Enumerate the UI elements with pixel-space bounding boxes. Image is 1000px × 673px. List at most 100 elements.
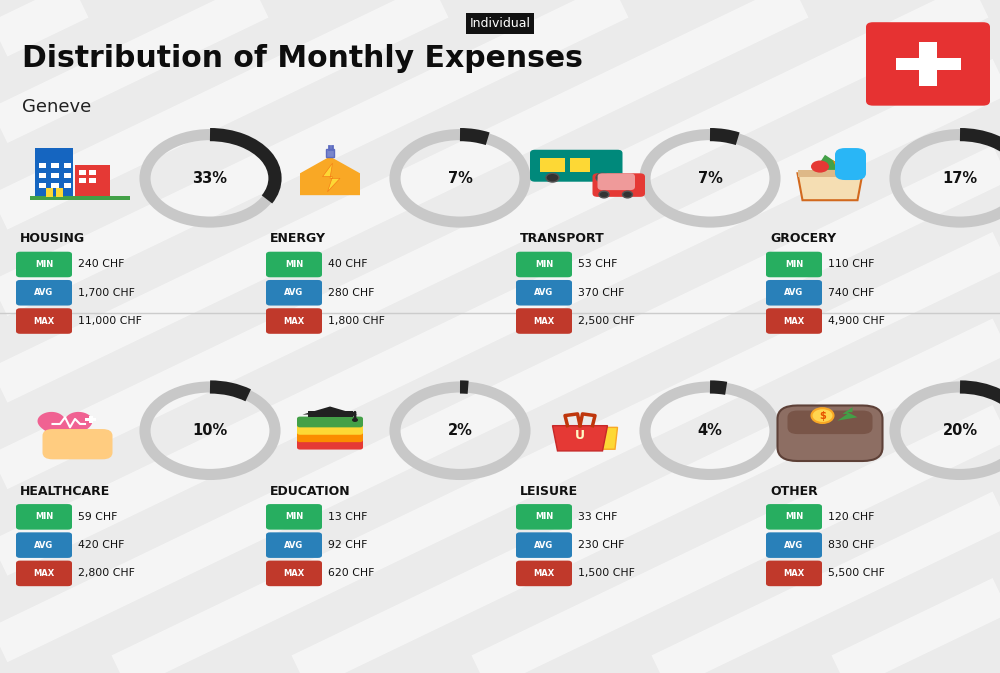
Text: AVG: AVG (534, 540, 554, 550)
Text: 420 CHF: 420 CHF (78, 540, 124, 550)
FancyBboxPatch shape (39, 183, 46, 188)
Text: MAX: MAX (783, 569, 805, 578)
Text: Distribution of Monthly Expenses: Distribution of Monthly Expenses (22, 44, 583, 73)
Text: 4%: 4% (698, 423, 722, 438)
Text: Individual: Individual (470, 17, 530, 30)
Text: AVG: AVG (34, 540, 54, 550)
Text: 4,900 CHF: 4,900 CHF (828, 316, 885, 326)
FancyBboxPatch shape (64, 183, 71, 188)
FancyBboxPatch shape (64, 163, 71, 168)
FancyBboxPatch shape (16, 504, 72, 530)
Text: AVG: AVG (34, 288, 54, 297)
FancyBboxPatch shape (297, 417, 363, 427)
Text: 370 CHF: 370 CHF (578, 288, 624, 297)
Text: AVG: AVG (534, 288, 554, 297)
FancyBboxPatch shape (16, 280, 72, 306)
FancyBboxPatch shape (85, 418, 96, 421)
Circle shape (352, 418, 358, 422)
Text: 120 CHF: 120 CHF (828, 512, 874, 522)
FancyBboxPatch shape (516, 561, 572, 586)
Text: 110 CHF: 110 CHF (828, 260, 874, 269)
Polygon shape (832, 160, 845, 170)
Text: MIN: MIN (785, 512, 803, 522)
FancyBboxPatch shape (266, 252, 322, 277)
FancyBboxPatch shape (788, 411, 872, 434)
FancyBboxPatch shape (778, 405, 883, 461)
FancyBboxPatch shape (266, 532, 322, 558)
FancyBboxPatch shape (64, 173, 71, 178)
Polygon shape (38, 412, 92, 446)
Text: MAX: MAX (283, 316, 305, 326)
Circle shape (812, 408, 834, 423)
FancyBboxPatch shape (39, 163, 46, 168)
FancyBboxPatch shape (798, 170, 862, 177)
Text: MIN: MIN (35, 260, 53, 269)
Polygon shape (837, 407, 857, 421)
Text: 620 CHF: 620 CHF (328, 569, 374, 578)
FancyBboxPatch shape (597, 173, 635, 190)
Text: TRANSPORT: TRANSPORT (520, 232, 605, 245)
Text: 13 CHF: 13 CHF (328, 512, 367, 522)
Text: AVG: AVG (784, 288, 804, 297)
FancyBboxPatch shape (51, 173, 59, 178)
Text: 7%: 7% (448, 171, 472, 186)
FancyBboxPatch shape (266, 504, 322, 530)
Text: OTHER: OTHER (770, 485, 818, 497)
FancyBboxPatch shape (766, 308, 822, 334)
Text: GROCERY: GROCERY (770, 232, 836, 245)
Text: 10%: 10% (192, 423, 228, 438)
Text: MAX: MAX (33, 569, 55, 578)
Text: 17%: 17% (942, 171, 978, 186)
Text: 59 CHF: 59 CHF (78, 512, 117, 522)
FancyBboxPatch shape (919, 42, 937, 86)
FancyBboxPatch shape (266, 280, 322, 306)
Text: 40 CHF: 40 CHF (328, 260, 368, 269)
Text: 53 CHF: 53 CHF (578, 260, 617, 269)
Text: HOUSING: HOUSING (20, 232, 85, 245)
Text: ENERGY: ENERGY (270, 232, 326, 245)
FancyBboxPatch shape (866, 22, 990, 106)
FancyBboxPatch shape (89, 416, 93, 423)
Text: 280 CHF: 280 CHF (328, 288, 374, 297)
Circle shape (546, 174, 559, 182)
Polygon shape (585, 427, 617, 450)
FancyBboxPatch shape (39, 173, 46, 178)
Text: 830 CHF: 830 CHF (828, 540, 874, 550)
Polygon shape (300, 157, 360, 195)
Text: AVG: AVG (284, 288, 304, 297)
FancyBboxPatch shape (530, 150, 622, 182)
FancyBboxPatch shape (516, 308, 572, 334)
Text: 2%: 2% (448, 423, 472, 438)
Polygon shape (798, 174, 862, 201)
Text: 1,500 CHF: 1,500 CHF (578, 569, 635, 578)
FancyBboxPatch shape (766, 504, 822, 530)
Text: 2,500 CHF: 2,500 CHF (578, 316, 635, 326)
Polygon shape (302, 406, 358, 415)
FancyBboxPatch shape (766, 252, 822, 277)
FancyBboxPatch shape (308, 411, 352, 417)
FancyBboxPatch shape (30, 197, 130, 201)
FancyBboxPatch shape (297, 424, 363, 435)
Text: MAX: MAX (33, 316, 55, 326)
FancyBboxPatch shape (297, 431, 363, 442)
FancyBboxPatch shape (35, 148, 73, 199)
Text: 740 CHF: 740 CHF (828, 288, 874, 297)
Text: 2,800 CHF: 2,800 CHF (78, 569, 135, 578)
Text: U: U (575, 429, 585, 442)
Text: 33%: 33% (193, 171, 228, 186)
FancyBboxPatch shape (89, 170, 96, 174)
Text: MIN: MIN (535, 512, 553, 522)
Polygon shape (322, 164, 340, 192)
Text: 92 CHF: 92 CHF (328, 540, 367, 550)
FancyBboxPatch shape (79, 170, 86, 174)
FancyBboxPatch shape (570, 158, 590, 172)
FancyBboxPatch shape (835, 148, 866, 180)
Text: 11,000 CHF: 11,000 CHF (78, 316, 142, 326)
FancyBboxPatch shape (51, 163, 59, 168)
FancyBboxPatch shape (766, 532, 822, 558)
Text: Geneve: Geneve (22, 98, 91, 116)
Text: MIN: MIN (35, 512, 53, 522)
Text: MAX: MAX (283, 569, 305, 578)
FancyBboxPatch shape (43, 429, 113, 459)
FancyBboxPatch shape (16, 308, 72, 334)
